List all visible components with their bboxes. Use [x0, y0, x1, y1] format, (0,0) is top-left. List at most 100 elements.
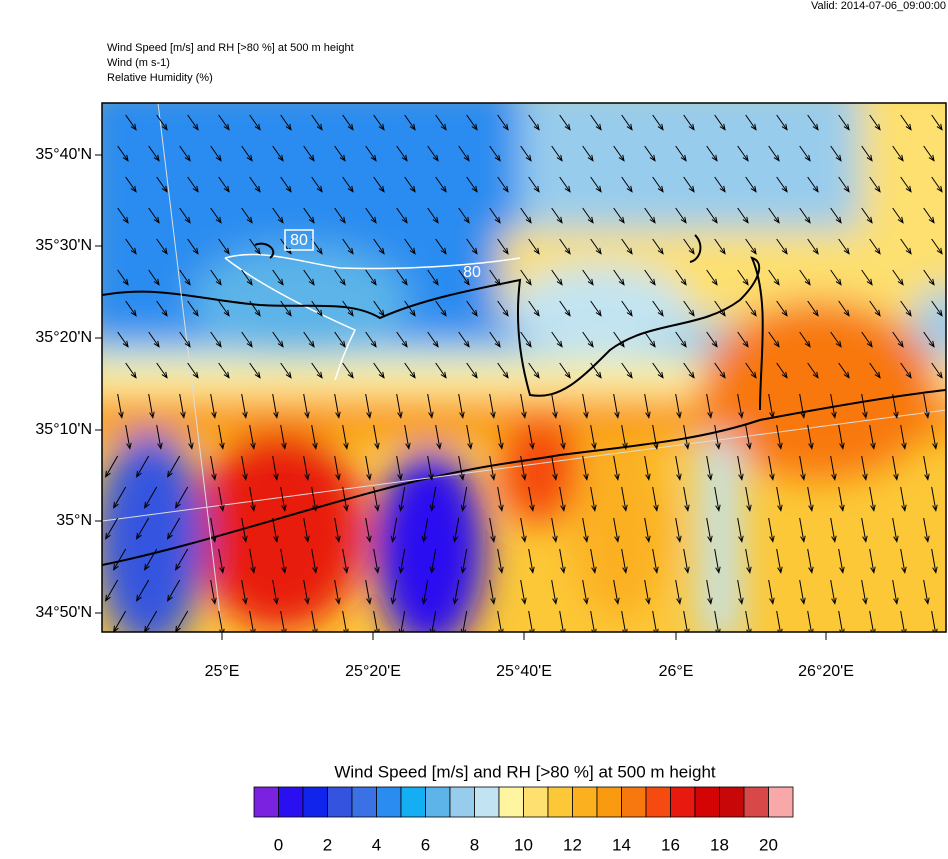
wind-arrow: [210, 455, 217, 481]
wind-arrow: [861, 517, 868, 543]
wind-arrow: [497, 486, 504, 512]
wind-arrow: [931, 424, 938, 450]
wind-arrow: [892, 207, 904, 224]
wind-arrow: [613, 517, 620, 543]
wind-arrow: [148, 145, 160, 162]
colorbar-tick-label: 0: [274, 835, 283, 854]
lat-label: 35°10'N: [35, 421, 92, 438]
wind-arrow: [830, 207, 842, 224]
wind-arrow: [551, 517, 558, 543]
lat-label: 35°40'N: [35, 146, 92, 163]
wind-arrow: [931, 362, 943, 379]
wind-arrow: [768, 207, 780, 224]
wind-arrow: [156, 300, 168, 317]
wind-arrow: [621, 300, 633, 317]
wind-arrow: [466, 238, 478, 255]
wind-arrow: [892, 455, 899, 481]
wind-arrow: [869, 486, 876, 512]
wind-arrow: [218, 548, 225, 574]
colorbar-swatch: [376, 786, 402, 818]
wind-arrow: [590, 238, 602, 255]
colorbar-tick-label: 16: [661, 835, 680, 854]
wind-arrow: [497, 362, 509, 379]
wind-arrow: [807, 114, 819, 131]
wind-arrow: [303, 145, 315, 162]
wind-arrow: [799, 207, 811, 224]
wind-arrow: [613, 269, 625, 286]
wind-arrow: [390, 517, 398, 543]
wind-arrow: [621, 114, 633, 131]
lat-label: 34°50'N: [35, 604, 92, 621]
wind-arrow: [551, 269, 563, 286]
wind-arrow: [706, 455, 713, 481]
wind-arrow: [613, 393, 620, 419]
wind-arrow: [737, 145, 749, 162]
wind-arrow: [528, 176, 540, 193]
wind-arrow: [427, 269, 439, 286]
wind-arrow: [706, 207, 718, 224]
wind-arrow: [373, 114, 385, 131]
wind-arrow: [342, 238, 354, 255]
wind-arrow: [590, 486, 597, 512]
wind-arrow: [113, 548, 127, 571]
wind-arrow: [489, 331, 501, 348]
wind-arrow: [931, 548, 938, 574]
wind-arrow: [458, 207, 470, 224]
wind-arrow: [613, 145, 625, 162]
wind-arrow: [838, 362, 850, 379]
wind-arrow: [466, 114, 478, 131]
wind-arrow: [892, 393, 899, 419]
wind-arrow: [737, 455, 744, 481]
wind-arrow: [737, 331, 749, 348]
wind-arrow: [528, 424, 535, 450]
wind-arrow: [683, 238, 695, 255]
wind-arrow: [105, 517, 119, 540]
wind-arrow: [125, 176, 137, 193]
wind-arrow: [559, 176, 571, 193]
wind-arrow: [528, 548, 535, 574]
wind-arrow: [396, 393, 403, 419]
wind-arrow: [644, 145, 656, 162]
wind-arrow: [489, 517, 496, 543]
wind-arrow: [706, 269, 718, 286]
wind-arrow: [136, 579, 150, 602]
lat-label: 35°N: [56, 512, 92, 529]
wind-arrow: [706, 517, 713, 543]
wind-arrow: [148, 331, 160, 348]
wind-arrow: [776, 486, 783, 512]
wind-arrow: [497, 238, 509, 255]
wind-arrow: [861, 579, 868, 605]
wind-arrow: [187, 176, 199, 193]
wind-arrow: [396, 269, 408, 286]
wind-arrow: [768, 269, 780, 286]
wind-arrow: [590, 114, 602, 131]
wind-arrow: [311, 176, 323, 193]
wind-arrow: [861, 393, 868, 419]
wind-arrow: [613, 207, 625, 224]
wind-arrow: [458, 269, 470, 286]
wind-arrow: [303, 207, 315, 224]
wind-arrow: [799, 269, 811, 286]
wind-arrow: [249, 114, 261, 131]
wind-arrow: [249, 486, 256, 512]
wind-arrow: [520, 517, 527, 543]
wind-arrow: [117, 269, 129, 286]
wind-arrow: [830, 579, 837, 605]
wind-arrow: [861, 455, 868, 481]
wind-arrow: [528, 114, 540, 131]
wind-arrow: [218, 424, 225, 450]
wind-arrow: [644, 579, 651, 605]
wind-arrow: [582, 145, 594, 162]
wind-arrow: [452, 517, 460, 543]
wind-arrow: [435, 300, 447, 317]
wind-arrow: [105, 455, 119, 478]
wind-arrow: [745, 486, 752, 512]
wind-arrow: [559, 424, 566, 450]
wind-arrow: [396, 455, 403, 481]
wind-arrow: [311, 300, 323, 317]
wind-arrow: [807, 300, 819, 317]
wind-arrow: [396, 145, 408, 162]
wind-arrow: [675, 455, 682, 481]
wind-arrow: [675, 331, 687, 348]
header-line: Relative Humidity (%): [107, 72, 213, 84]
